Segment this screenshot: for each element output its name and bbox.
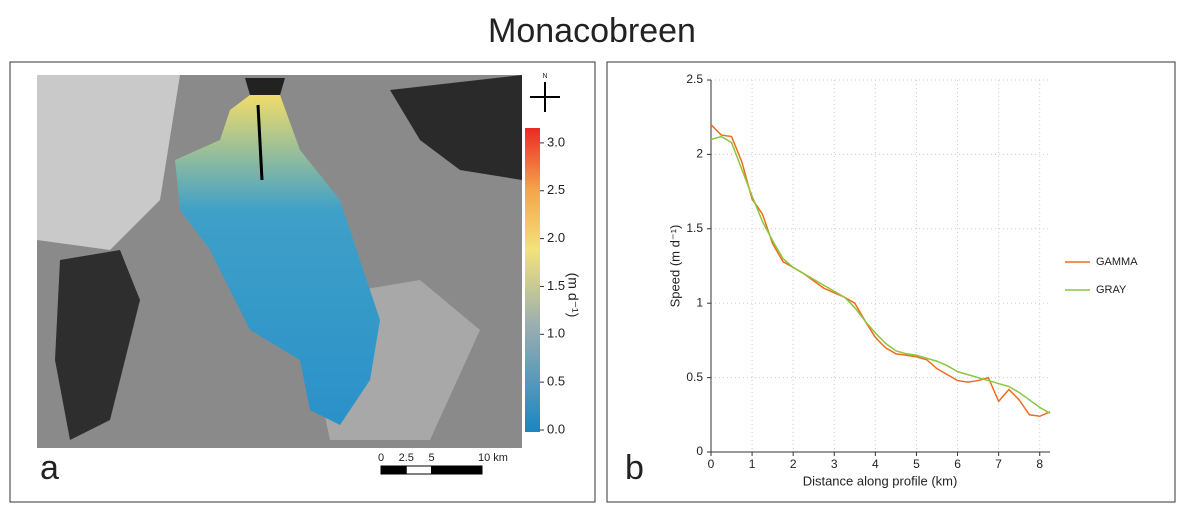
line-chart: b Distance along profile (km) Speed (m d… (625, 225, 957, 489)
velocity-field (175, 95, 380, 425)
panel-a-frame (9, 61, 596, 503)
colorbar-tick-label: 3.0 (547, 134, 565, 149)
scalebar-label: 5 (428, 452, 434, 464)
x-tick-label: 7 (995, 457, 1002, 471)
x-axis-label: Distance along profile (km) (803, 473, 958, 488)
panel-b-frame (606, 61, 1176, 503)
series-line (710, 135, 1051, 414)
colorbar-label: (m d⁻¹) (565, 273, 581, 318)
colorbar-tick-label: 0.0 (547, 421, 565, 436)
y-tick-label: 1.5 (686, 221, 703, 235)
legend-label: GRAY (1096, 284, 1127, 296)
y-axis-label: Speed (m d⁻¹) (667, 225, 682, 308)
y-tick-label: 2.5 (686, 72, 703, 86)
scalebar-label: 2.5 (399, 452, 414, 464)
x-tick-label: 0 (708, 457, 715, 471)
y-tick-label: 0 (696, 444, 703, 458)
y-tick-label: 0.5 (686, 370, 703, 384)
colorbar-tick-label: 1.0 (547, 326, 565, 341)
y-tick-label: 2 (696, 147, 703, 161)
scalebar-segment (380, 465, 407, 475)
north-arrow (530, 82, 560, 112)
scalebar-segment (405, 465, 432, 475)
glacier-front (245, 78, 285, 95)
title: Monacobreen (488, 12, 696, 50)
colorbar-tick-label: 2.0 (547, 230, 565, 245)
fjord (55, 250, 140, 440)
colorbar-tick-label: 1.5 (547, 278, 565, 293)
profile-line (256, 104, 264, 181)
scalebar-label: 10 km (478, 452, 508, 464)
x-tick-label: 4 (872, 457, 879, 471)
x-tick-label: 5 (913, 457, 920, 471)
x-tick-label: 1 (749, 457, 756, 471)
terrain (37, 75, 180, 250)
panel-label: a (40, 449, 59, 487)
colorbar (525, 128, 540, 432)
x-tick-label: 3 (831, 457, 838, 471)
scalebar-segment (431, 465, 483, 475)
scalebar-label: 0 (378, 452, 384, 464)
panel-label: b (625, 449, 644, 487)
x-tick-label: 8 (1036, 457, 1043, 471)
fjord (390, 75, 522, 180)
series-line (710, 124, 1051, 418)
legend-label: GAMMA (1096, 256, 1138, 268)
y-tick-label: 1 (696, 295, 703, 309)
colorbar-tick-label: 0.5 (547, 374, 565, 389)
north-label: N (542, 73, 547, 80)
map: N (m d⁻¹) a (37, 73, 581, 487)
colorbar-tick-label: 2.5 (547, 182, 565, 197)
x-tick-label: 6 (954, 457, 961, 471)
x-tick-label: 2 (790, 457, 797, 471)
